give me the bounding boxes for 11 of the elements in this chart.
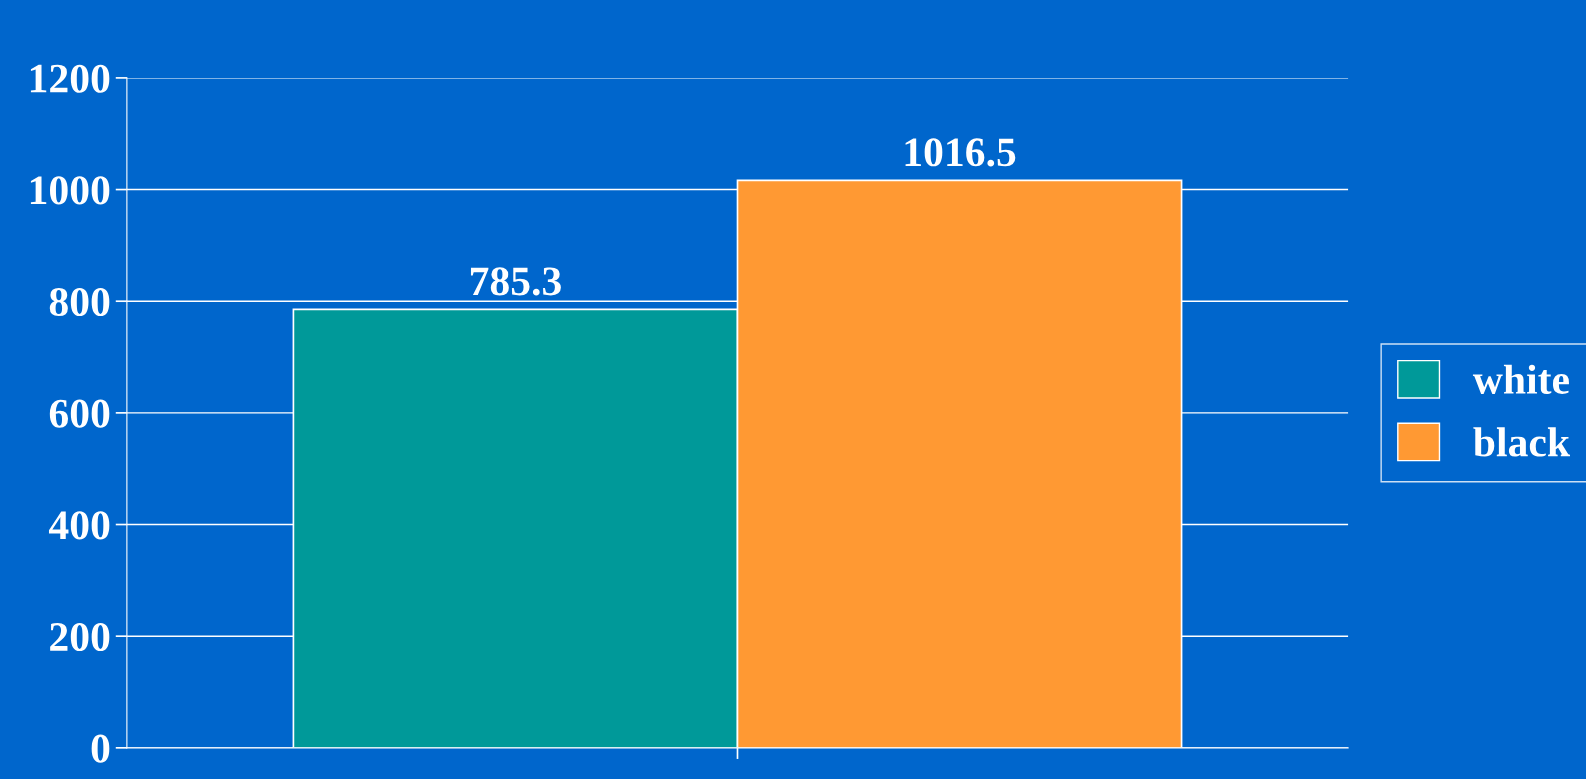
y-tick-label: 400 <box>48 511 110 540</box>
y-tick-label: 1200 <box>30 64 110 93</box>
y-tick-label: 1000 <box>30 176 110 205</box>
legend-label: black <box>1473 427 1570 457</box>
y-tick-label: 600 <box>49 399 110 428</box>
y-tick-label: 0 <box>91 734 110 763</box>
legend-label: white <box>1472 364 1569 394</box>
y-tick-label: 200 <box>50 622 110 652</box>
y-tick-label: 800 <box>49 287 110 317</box>
data-label: 1016.5 <box>905 138 1016 167</box>
data-label: 785.3 <box>470 267 561 296</box>
